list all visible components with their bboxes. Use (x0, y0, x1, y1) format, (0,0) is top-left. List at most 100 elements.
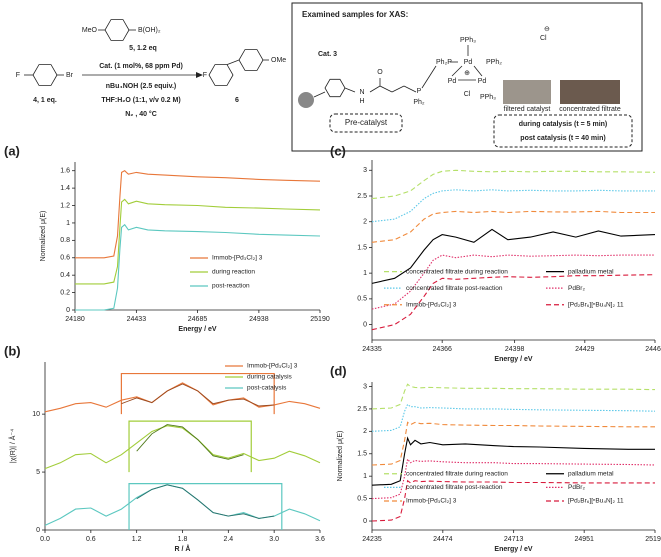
atom: Cl (464, 91, 471, 98)
panel-label: (c) (330, 143, 346, 158)
atom: H (359, 98, 364, 105)
photo (503, 80, 551, 104)
y-tick-label: 3 (363, 167, 367, 174)
data-line (371, 457, 656, 500)
benzene-ring (32, 64, 58, 86)
legend-label: palladium metal (568, 470, 614, 477)
timepoint: post catalysis (t = 40 min) (520, 135, 605, 142)
x-axis-label: Energy / eV (494, 356, 532, 363)
box-title: Examined samples for XAS: (302, 10, 408, 19)
legend-label: post-reaction (212, 283, 250, 290)
y-axis-label: Normalized μ(E) (337, 431, 344, 482)
compound-label: 5, 1.2 eq (129, 45, 157, 52)
benzene-ring (104, 19, 130, 41)
legend-label: palladium metal (568, 268, 614, 275)
support-bead (298, 92, 314, 108)
data-line (371, 421, 655, 466)
legend-label: during reaction (212, 269, 255, 276)
x-tick-label: 24938 (249, 316, 269, 323)
legend-label: concentrated filtrate during reaction (406, 268, 508, 275)
legend-label: concentrated filtrate during reaction (406, 470, 508, 477)
atom: MeO (82, 27, 98, 34)
y-tick-label: 0.5 (357, 296, 367, 303)
atom: Br (66, 72, 74, 79)
y-tick-label: 3 (363, 383, 367, 390)
y-tick-label: 2.5 (357, 406, 367, 413)
axis (74, 162, 320, 311)
legend-label: PdBr₂ (568, 285, 585, 292)
condition: Cat. (1 mol%, 68 ppm Pd) (99, 63, 183, 70)
condition: nBu₄NOH (2.5 equiv.) (106, 83, 177, 90)
y-axis-label: Normalized μ(E) (40, 211, 47, 262)
panel-label: (b) (4, 343, 21, 358)
arrow-head (196, 72, 203, 78)
compound-label: 6 (235, 97, 239, 104)
legend-label: [Pd₂Br₆][ⁿBu₄N]₂ 11 (568, 301, 624, 308)
legend-label: Immob-[Pd₃Cl₂] 3 (406, 498, 457, 505)
y-tick-label: 0.4 (60, 272, 70, 279)
legend-label: PdBr₂ (568, 484, 585, 491)
condition: N₂ , 40 °C (125, 110, 157, 118)
x-tick-label: 24460 (645, 346, 661, 353)
data-line (75, 198, 321, 285)
timepoint-box (493, 114, 633, 148)
atom: P (417, 88, 422, 95)
bond (391, 85, 405, 93)
x-tick-label: 2.4 (223, 536, 233, 543)
data-line (371, 228, 656, 284)
bond (421, 65, 437, 89)
atom: F (16, 72, 20, 79)
bond (226, 59, 240, 65)
y-tick-label: 0 (36, 527, 40, 534)
legend-label: concentrated filtrate post-reaction (406, 484, 503, 491)
data-line (371, 383, 656, 410)
box-frame (291, 2, 643, 152)
y-tick-label: 1.2 (60, 202, 70, 209)
bond (369, 85, 381, 93)
x-tick-label: 1.8 (178, 536, 188, 543)
window (128, 483, 283, 530)
benzene-ring (238, 49, 264, 71)
x-axis-label: R / Å (175, 544, 191, 553)
y-tick-label: 2 (363, 428, 367, 435)
atom: Pd (478, 78, 487, 85)
y-tick-label: 0 (363, 321, 367, 328)
chart-panel: (d) 0 0.5 1 1.5 2 2.5 3 24235 24474 24713 24951 2519… (330, 363, 661, 552)
counterion: Cl (540, 35, 547, 42)
samples-box: Examined samples for XAS: Cat. 3 N H O P… (291, 2, 643, 152)
y-tick-label: 0 (363, 518, 367, 525)
x-tick-label: 3.6 (315, 536, 325, 543)
legend-label: during catalysis (247, 374, 293, 381)
x-tick-label: 24398 (505, 346, 525, 353)
x-tick-label: 24235 (362, 536, 382, 543)
chart-panel: (b) 0 5 10 0.0 0.6 1.2 1.8 2.4 3.0 3.6 R / Å |χ(R)| … (4, 343, 325, 552)
atom: Ph₂P (436, 59, 452, 66)
benzene-ring (324, 78, 346, 98)
counterion-charge: ⊖ (544, 26, 550, 33)
data-line (371, 403, 656, 432)
bond (313, 91, 326, 98)
x-tick-label: 24474 (433, 536, 453, 543)
x-tick-label: 24685 (188, 316, 208, 323)
legend-label: Immob-[Pd₃Cl₂] 3 (247, 363, 298, 370)
y-tick-label: 2 (363, 219, 367, 226)
timepoint: during catalysis (t = 5 min) (519, 121, 608, 128)
x-tick-label: 24429 (575, 346, 595, 353)
bond (451, 65, 463, 77)
y-tick-label: 0 (66, 307, 70, 314)
window (128, 420, 252, 473)
precatalyst-label: Pre-catalyst (345, 118, 388, 127)
reaction-scheme: F Br 4, 1 eq. MeO B(OH)₂ 5, 1.2 eq Cat. … (16, 19, 286, 118)
x-tick-label: 0.6 (86, 536, 96, 543)
atom: O (377, 69, 383, 76)
panel-label: (d) (330, 363, 347, 378)
data-line (371, 189, 655, 223)
y-tick-label: 1 (66, 220, 70, 227)
data-line (75, 170, 321, 259)
legend-label: post-catalysis (247, 385, 287, 392)
x-axis-label: Energy / eV (178, 326, 216, 333)
legend-label: Immob-[Pd₃Cl₂] 3 (406, 301, 457, 308)
y-tick-label: 0.6 (60, 255, 70, 262)
atom: OMe (271, 57, 286, 64)
legend-label: [Pd₂Br₆][ⁿBu₄N]₂ 11 (568, 498, 624, 505)
